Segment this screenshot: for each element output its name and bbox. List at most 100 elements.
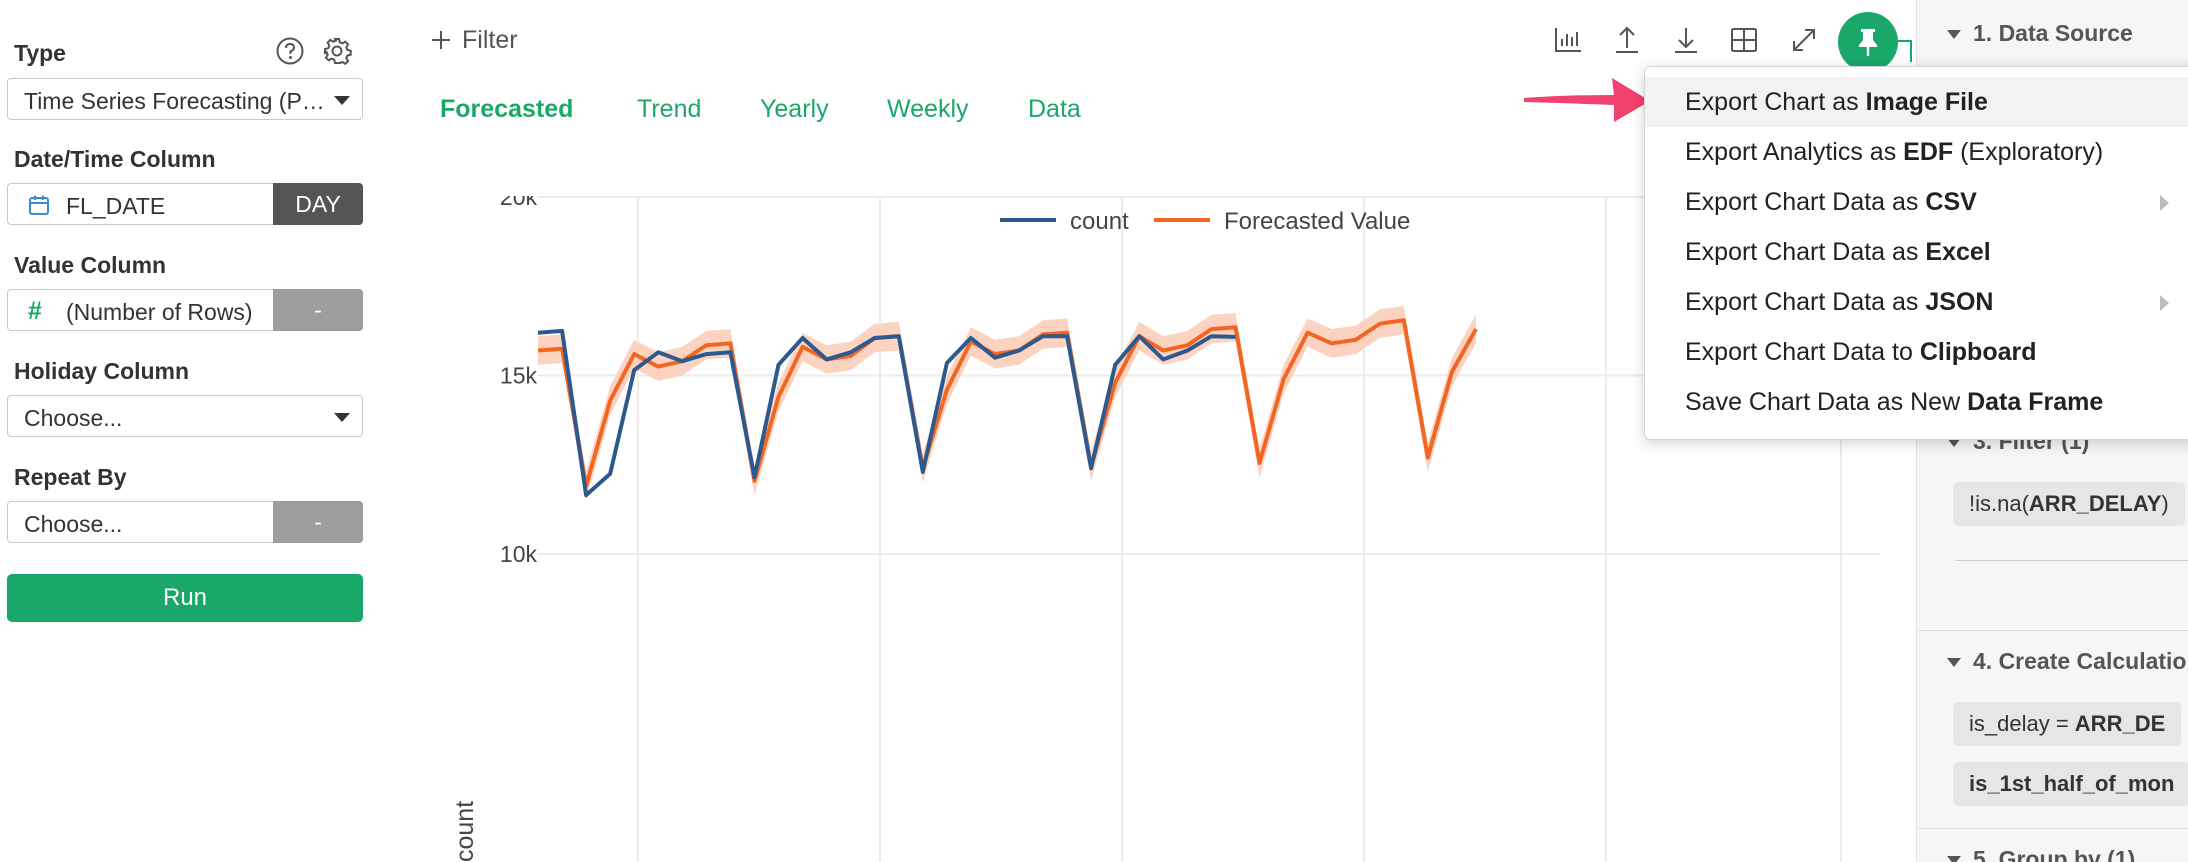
step-create-calculation-label: 4. Create Calculatio xyxy=(1973,648,2187,674)
y-tick-label: 15k xyxy=(500,363,538,389)
tab-forecasted[interactable]: Forecasted xyxy=(440,95,574,123)
settings-panel: Type Time Series Forecasting (P… Date/Ti… xyxy=(0,0,372,862)
date-unit-button[interactable]: DAY xyxy=(273,183,363,225)
pin-icon xyxy=(1859,29,1877,56)
filter-chip-suffix: ) xyxy=(2161,491,2169,516)
menu-item-export-csv[interactable]: Export Chart Data as CSV xyxy=(1645,177,2188,227)
menu-item-export-edf[interactable]: Export Analytics as EDF (Exploratory) xyxy=(1645,127,2188,177)
type-select[interactable]: Time Series Forecasting (P… xyxy=(7,78,363,120)
step-data-source-label: 1. Data Source xyxy=(1973,20,2133,46)
value-column-value: (Number of Rows) xyxy=(66,299,253,325)
date-column-select[interactable]: FL_DATE DAY xyxy=(7,183,363,225)
y-axis-ticks: 10k 15k 20k xyxy=(500,196,538,567)
y-axis-label: count xyxy=(451,801,479,862)
chevron-down-icon xyxy=(334,413,350,422)
y-tick-label: 20k xyxy=(500,196,538,210)
chevron-right-icon xyxy=(2160,195,2169,211)
menu-item-text: Export Analytics as xyxy=(1685,138,1904,166)
repeat-by-value: Choose... xyxy=(24,511,123,537)
menu-item-text: Export Chart Data as xyxy=(1685,238,1926,266)
add-filter-label: Filter xyxy=(462,26,518,54)
menu-item-bold: EDF xyxy=(1903,138,1954,166)
add-filter-button[interactable]: Filter xyxy=(430,26,518,55)
step-create-calculation[interactable]: 4. Create Calculatio xyxy=(1947,648,2186,675)
date-column-label: Date/Time Column xyxy=(14,146,216,172)
pin-button[interactable] xyxy=(1838,12,1898,72)
divider xyxy=(1955,560,2188,561)
type-select-value: Time Series Forecasting (P… xyxy=(24,88,325,114)
expand-icon[interactable] xyxy=(1788,24,1820,56)
calendar-icon xyxy=(29,195,49,215)
triangle-down-icon xyxy=(1947,438,1961,448)
type-label: Type xyxy=(14,40,66,66)
value-column-label: Value Column xyxy=(14,252,167,278)
calc-chip-column: ARR_DE xyxy=(2074,711,2166,736)
triangle-down-icon xyxy=(1947,856,1961,862)
gear-icon[interactable] xyxy=(322,36,352,66)
menu-item-text: Export Chart Data as xyxy=(1685,288,1926,316)
tab-trend[interactable]: Trend xyxy=(637,95,702,123)
calc-chip-prefix: is_delay = xyxy=(1969,711,2075,736)
menu-item-save-data-frame[interactable]: Save Chart Data as New Data Frame xyxy=(1645,377,2188,427)
legend-label-count: count xyxy=(1070,208,1129,235)
holiday-column-label: Holiday Column xyxy=(14,358,190,384)
help-icon[interactable] xyxy=(275,36,305,66)
value-agg-button[interactable]: - xyxy=(273,289,363,331)
chart-legend: count Forecasted Value xyxy=(1000,208,1410,235)
divider xyxy=(1917,630,2188,631)
filter-chip-column: ARR_DELAY xyxy=(2028,491,2162,516)
series-line-count xyxy=(537,328,1236,498)
holiday-column-value: Choose... xyxy=(24,405,123,431)
bar-chart-icon[interactable] xyxy=(1552,24,1584,56)
chevron-down-icon xyxy=(334,96,350,105)
menu-item-text: Save Chart Data as New xyxy=(1685,388,1968,416)
triangle-down-icon xyxy=(1947,658,1961,668)
menu-item-bold: Image File xyxy=(1865,88,1988,116)
menu-item-bold: CSV xyxy=(1925,188,1977,216)
menu-item-export-clipboard[interactable]: Export Chart Data to Clipboard xyxy=(1645,327,2188,377)
menu-item-suffix: (Exploratory) xyxy=(1953,138,2104,166)
repeat-agg-button[interactable]: - xyxy=(273,501,363,543)
step-data-source[interactable]: 1. Data Source xyxy=(1947,20,2133,47)
date-column-value: FL_DATE xyxy=(66,193,166,219)
table-icon[interactable] xyxy=(1728,24,1760,56)
forecast-confidence-band xyxy=(538,305,1476,501)
menu-item-bold: Excel xyxy=(1925,238,1991,266)
calc-chip-name: is_1st_half_of_mon xyxy=(1969,771,2175,796)
value-column-select[interactable]: # (Number of Rows) - xyxy=(7,289,363,331)
divider xyxy=(1917,828,2188,829)
y-tick-label: 10k xyxy=(500,541,538,567)
menu-item-text: Export Chart Data as xyxy=(1685,188,1926,216)
hash-icon: # xyxy=(28,297,42,325)
step-group-by-label: 5. Group by (1) xyxy=(1973,846,2136,862)
filter-chip[interactable]: !is.na(ARR_DELAY) xyxy=(1953,482,2185,526)
menu-item-bold: JSON xyxy=(1925,288,1994,316)
tab-weekly[interactable]: Weekly xyxy=(887,95,969,123)
menu-item-export-excel[interactable]: Export Chart Data as Excel xyxy=(1645,227,2188,277)
menu-item-bold: Data Frame xyxy=(1967,388,2104,416)
chevron-right-icon xyxy=(2160,295,2169,311)
tab-yearly[interactable]: Yearly xyxy=(760,95,829,123)
calc-chip-is-delay[interactable]: is_delay = ARR_DE xyxy=(1953,702,2182,746)
annotation-arrow-icon xyxy=(1524,78,1650,122)
export-menu: Export Chart as Image File Export Analyt… xyxy=(1644,66,2188,440)
tab-data[interactable]: Data xyxy=(1028,95,1081,123)
menu-item-bold: Clipboard xyxy=(1919,338,2037,366)
repeat-by-select[interactable]: Choose... - xyxy=(7,501,363,543)
run-button[interactable]: Run xyxy=(7,574,363,622)
menu-item-export-image[interactable]: Export Chart as Image File xyxy=(1645,77,2188,127)
pin-connector xyxy=(1898,40,1912,62)
legend-label-forecasted: Forecasted Value xyxy=(1224,208,1410,235)
menu-item-text: Export Chart Data to xyxy=(1685,338,1920,366)
plus-icon xyxy=(432,31,450,49)
triangle-down-icon xyxy=(1947,30,1961,40)
download-icon[interactable] xyxy=(1670,24,1702,56)
menu-item-export-json[interactable]: Export Chart Data as JSON xyxy=(1645,277,2188,327)
filter-chip-prefix: !is.na( xyxy=(1969,491,2029,516)
upload-icon[interactable] xyxy=(1611,24,1643,56)
step-group-by[interactable]: 5. Group by (1) xyxy=(1947,846,2135,862)
holiday-column-select[interactable]: Choose... xyxy=(7,395,363,437)
menu-item-text: Export Chart as xyxy=(1685,88,1866,116)
calc-chip-first-half[interactable]: is_1st_half_of_mon xyxy=(1953,762,2188,806)
repeat-by-label: Repeat By xyxy=(14,464,127,490)
